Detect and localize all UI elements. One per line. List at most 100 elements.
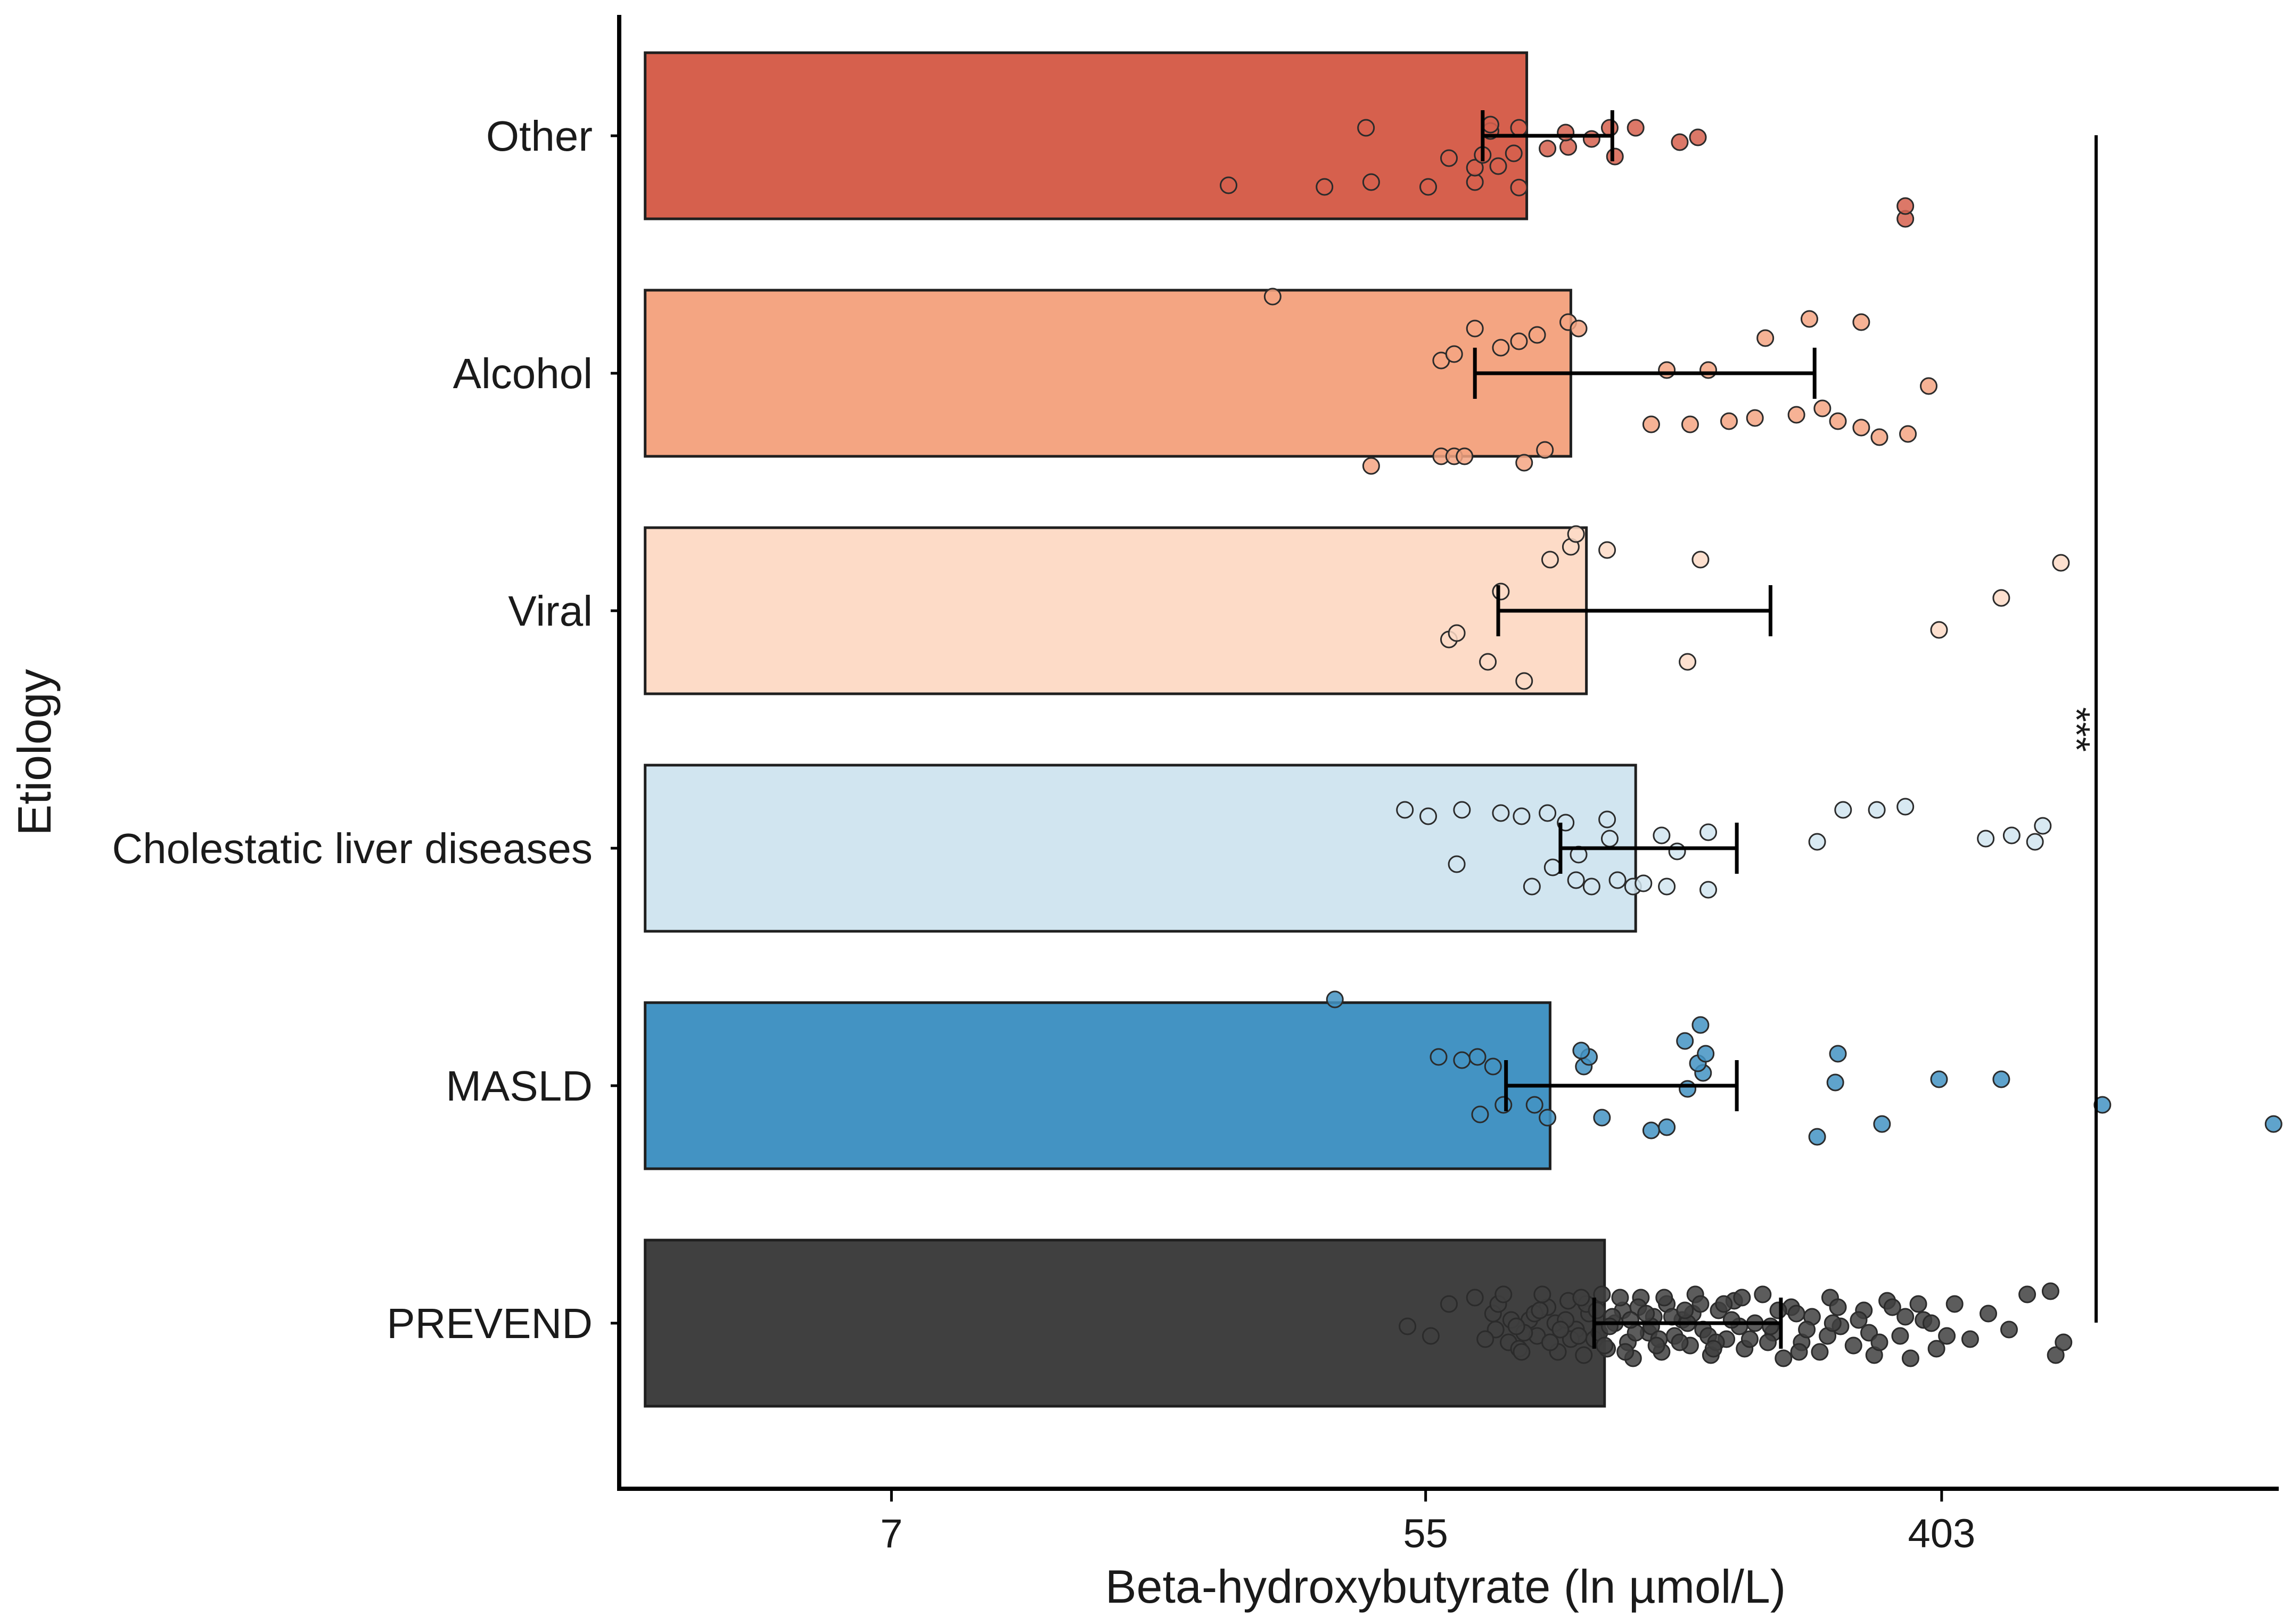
point-prevend [2055, 1333, 2073, 1351]
point-prevend [1655, 1289, 1673, 1307]
bars-layer [644, 51, 1637, 1408]
bar-prevend [644, 1238, 1606, 1408]
point-alcohol [1920, 377, 1938, 395]
point-prevend [1850, 1311, 1868, 1329]
point-alcohol [1829, 412, 1847, 430]
point-prevend [1611, 1289, 1629, 1307]
point-other [1220, 176, 1238, 194]
point-other [1606, 147, 1624, 166]
point-other [1489, 157, 1507, 175]
point-cholestatic-liver-diseases [1492, 804, 1510, 822]
point-cholestatic-liver-diseases [1658, 877, 1676, 896]
point-prevend [2000, 1320, 2018, 1339]
point-viral [1691, 551, 1710, 569]
point-prevend [1927, 1340, 1945, 1358]
point-prevend [1572, 1289, 1590, 1307]
point-masld [1572, 1041, 1590, 1060]
y-tick-label-other: Other [486, 112, 593, 160]
point-prevend [1691, 1295, 1710, 1313]
point-prevend [1909, 1295, 1927, 1313]
point-prevend [1531, 1301, 1549, 1319]
point-masld [1697, 1045, 1715, 1063]
y-tick-label-viral: Viral [508, 587, 593, 635]
x-ticks: 7 55 403 [880, 1489, 1975, 1556]
point-other [1505, 144, 1523, 162]
point-viral [1515, 672, 1533, 690]
point-other [1582, 130, 1600, 148]
point-prevend [1588, 1301, 1606, 1319]
point-prevend [1570, 1327, 1588, 1345]
point-prevend [1621, 1311, 1639, 1329]
point-alcohol [1263, 288, 1282, 306]
point-cholestatic-liver-diseases [1834, 801, 1852, 819]
point-alcohol [1899, 425, 1917, 443]
point-masld [1691, 1016, 1710, 1034]
point-alcohol [1870, 428, 1888, 446]
point-alcohol [1813, 399, 1832, 417]
point-masld [1453, 1051, 1471, 1069]
point-prevend [1883, 1298, 1901, 1316]
point-masld [1930, 1070, 1948, 1088]
point-other [1539, 140, 1557, 158]
point-prevend [1798, 1320, 1816, 1339]
point-alcohol [1681, 415, 1699, 433]
point-other [1557, 124, 1575, 142]
point-prevend [1980, 1305, 1998, 1323]
point-prevend [1600, 1317, 1619, 1335]
point-cholestatic-liver-diseases [1608, 871, 1627, 889]
point-prevend [1676, 1301, 1694, 1319]
point-prevend [1759, 1333, 1777, 1351]
point-alcohol [1756, 329, 1775, 347]
bar-masld [644, 1001, 1551, 1170]
point-prevend [1844, 1336, 1862, 1355]
y-tick-label-masld: MASLD [446, 1062, 593, 1110]
point-prevend [1811, 1343, 1829, 1361]
point-alcohol [1492, 339, 1510, 357]
point-cholestatic-liver-diseases [1523, 877, 1541, 896]
point-prevend [1476, 1330, 1494, 1348]
point-masld [1430, 1048, 1448, 1066]
point-cholestatic-liver-diseases [1896, 798, 1915, 816]
point-prevend [2041, 1282, 2059, 1300]
point-other [1510, 119, 1528, 137]
y-tick-labels: Other Alcohol Viral Cholestatic liver disea… [112, 112, 619, 1347]
x-tick-label-55: 55 [1403, 1511, 1448, 1556]
point-prevend [1754, 1285, 1772, 1303]
point-cholestatic-liver-diseases [1653, 826, 1671, 844]
point-alcohol [1528, 326, 1546, 344]
point-masld [1808, 1128, 1826, 1146]
point-other [1481, 116, 1499, 134]
point-other [1510, 178, 1528, 196]
point-alcohol [1852, 419, 1870, 437]
point-prevend [1824, 1314, 1842, 1332]
point-prevend [1541, 1333, 1559, 1351]
point-prevend [1945, 1295, 1964, 1313]
point-prevend [1616, 1343, 1635, 1361]
point-cholestatic-liver-diseases [1539, 804, 1557, 822]
point-viral [1598, 541, 1616, 559]
point-prevend [1775, 1349, 1793, 1367]
point-masld [2264, 1115, 2282, 1133]
significance-layer: *** [2055, 135, 2098, 1323]
point-masld [1471, 1105, 1489, 1123]
point-alcohol [1800, 310, 1818, 328]
point-prevend [1790, 1343, 1808, 1361]
point-prevend [1704, 1340, 1722, 1358]
point-prevend [1769, 1301, 1787, 1319]
point-other [1600, 119, 1619, 137]
point-prevend [1961, 1330, 1979, 1348]
point-prevend [1575, 1346, 1593, 1364]
point-alcohol [1852, 313, 1870, 331]
point-cholestatic-liver-diseases [1513, 807, 1531, 825]
point-viral [1992, 589, 2010, 607]
point-viral [1567, 525, 1585, 543]
y-tick-label-prevend: PREVEND [387, 1300, 593, 1347]
point-other [1689, 128, 1707, 146]
point-cholestatic-liver-diseases [1419, 807, 1438, 825]
x-axis-title: Beta-hydroxybutyrate (ln µmol/L) [1105, 1560, 1786, 1613]
point-cholestatic-liver-diseases [1600, 830, 1619, 848]
point-prevend [1896, 1308, 1915, 1326]
point-prevend [1829, 1298, 1847, 1316]
point-alcohol [1536, 441, 1554, 459]
point-cholestatic-liver-diseases [1668, 842, 1686, 860]
